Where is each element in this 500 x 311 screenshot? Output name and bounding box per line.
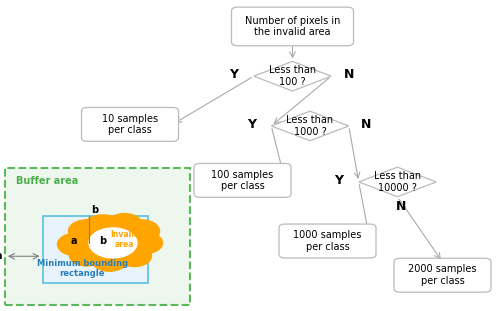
Text: 100 samples
per class: 100 samples per class bbox=[212, 169, 274, 191]
Text: Y: Y bbox=[334, 174, 343, 187]
Text: Buffer area: Buffer area bbox=[16, 176, 78, 186]
Text: N: N bbox=[396, 200, 406, 212]
FancyBboxPatch shape bbox=[194, 164, 291, 197]
Text: 2000 samples
per class: 2000 samples per class bbox=[408, 264, 477, 286]
Circle shape bbox=[58, 233, 94, 256]
Polygon shape bbox=[254, 62, 331, 91]
FancyBboxPatch shape bbox=[42, 216, 148, 283]
FancyBboxPatch shape bbox=[232, 7, 354, 46]
Text: b: b bbox=[100, 236, 106, 246]
Text: 1000 samples
per class: 1000 samples per class bbox=[294, 230, 362, 252]
Text: Less than
1000 ?: Less than 1000 ? bbox=[286, 115, 334, 137]
FancyBboxPatch shape bbox=[82, 108, 178, 141]
Text: a: a bbox=[0, 251, 2, 261]
Circle shape bbox=[89, 228, 137, 258]
Circle shape bbox=[83, 215, 123, 240]
Text: Y: Y bbox=[246, 118, 256, 131]
FancyBboxPatch shape bbox=[394, 258, 491, 292]
Circle shape bbox=[68, 220, 104, 242]
Circle shape bbox=[106, 214, 142, 236]
Polygon shape bbox=[359, 167, 436, 197]
Text: Less than
100 ?: Less than 100 ? bbox=[269, 65, 316, 87]
Circle shape bbox=[124, 220, 160, 242]
Polygon shape bbox=[271, 111, 349, 141]
Text: Invalid
area: Invalid area bbox=[110, 230, 139, 249]
Text: N: N bbox=[361, 118, 372, 131]
Text: a: a bbox=[71, 236, 78, 246]
FancyBboxPatch shape bbox=[5, 168, 190, 305]
Text: Minimum bounding
rectangle: Minimum bounding rectangle bbox=[37, 259, 128, 278]
Text: N: N bbox=[344, 68, 354, 81]
Circle shape bbox=[118, 245, 152, 267]
Text: 10 samples
per class: 10 samples per class bbox=[102, 114, 158, 135]
Text: Y: Y bbox=[229, 68, 238, 81]
Text: Less than
10000 ?: Less than 10000 ? bbox=[374, 171, 421, 193]
Circle shape bbox=[128, 232, 162, 253]
Text: b: b bbox=[91, 205, 98, 215]
FancyBboxPatch shape bbox=[279, 224, 376, 258]
Text: Number of pixels in
the invalid area: Number of pixels in the invalid area bbox=[245, 16, 340, 37]
Circle shape bbox=[70, 245, 103, 266]
Circle shape bbox=[92, 249, 128, 271]
